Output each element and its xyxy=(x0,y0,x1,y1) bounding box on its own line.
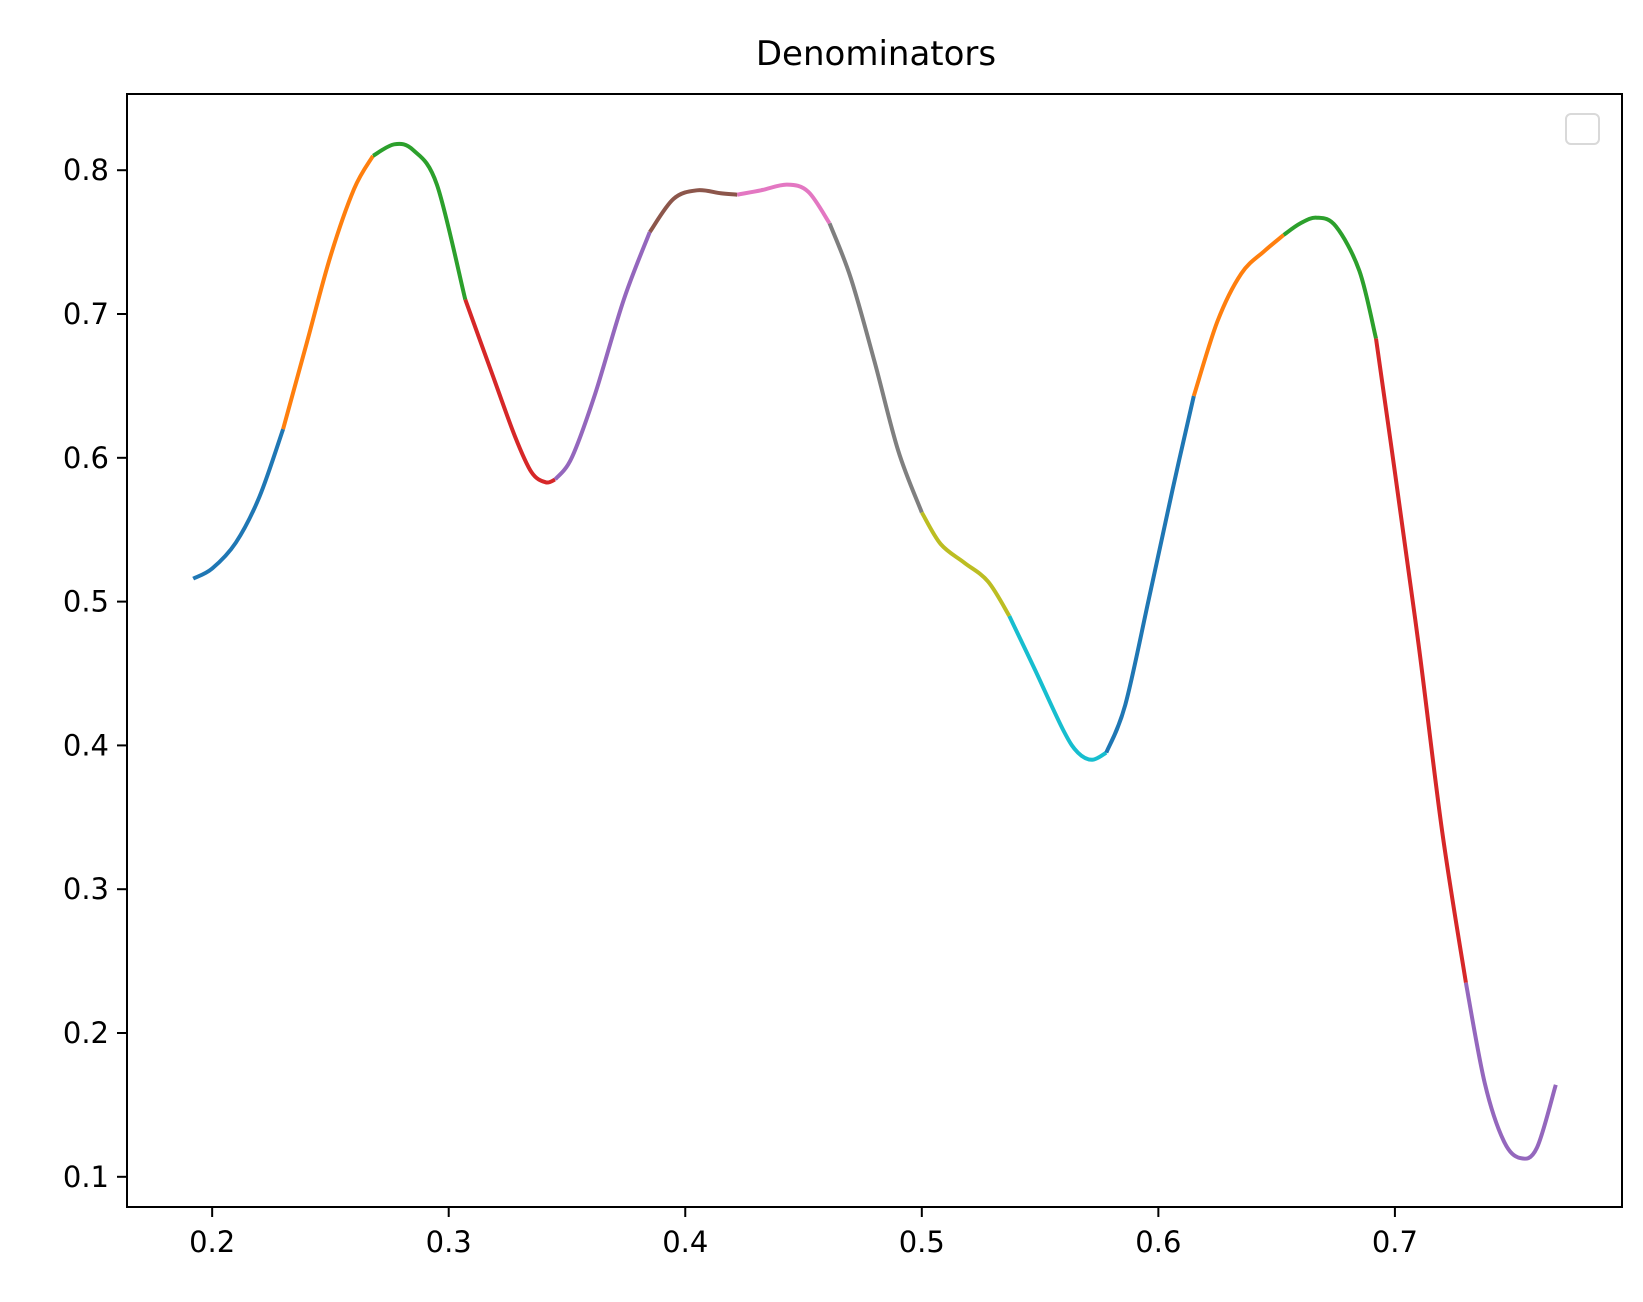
y-axis: 0.1 0.2 0.3 0.4 0.5 0.6 0.7 0.8 xyxy=(63,153,127,1194)
series-line-1 xyxy=(192,428,285,581)
x-tick-label: 0.6 xyxy=(1135,1225,1181,1259)
legend-box xyxy=(1565,113,1600,145)
series-line-14 xyxy=(1374,338,1468,984)
y-tick-label: 0.6 xyxy=(63,441,109,475)
x-tick-label: 0.7 xyxy=(1372,1225,1418,1259)
y-tick-label: 0.1 xyxy=(63,1160,109,1194)
series-line-5 xyxy=(553,231,652,481)
series-line-10 xyxy=(1007,615,1108,762)
y-tick-label: 0.2 xyxy=(63,1016,109,1050)
series-line-8 xyxy=(827,222,924,514)
x-tick-label: 0.4 xyxy=(662,1225,708,1259)
legend xyxy=(1565,113,1600,145)
series-line-3 xyxy=(371,141,468,301)
x-tick-label: 0.3 xyxy=(426,1225,472,1259)
series-line-6 xyxy=(648,188,738,234)
plot-frame xyxy=(126,93,1623,1208)
y-tick-label: 0.5 xyxy=(63,585,109,619)
series-line-11 xyxy=(1104,395,1196,754)
chart-title: Denominators xyxy=(756,34,996,74)
series-line-2 xyxy=(281,154,375,430)
series-group xyxy=(192,141,1558,1161)
series-line-9 xyxy=(920,511,1012,618)
y-tick-label: 0.7 xyxy=(63,297,109,331)
x-tick-label: 0.5 xyxy=(899,1225,945,1259)
y-tick-label: 0.4 xyxy=(63,728,109,762)
x-tick-label: 0.2 xyxy=(189,1225,235,1259)
y-tick-label: 0.8 xyxy=(63,153,109,187)
series-line-13 xyxy=(1282,215,1378,339)
series-line-15 xyxy=(1463,982,1558,1161)
y-tick-label: 0.3 xyxy=(63,872,109,906)
series-line-7 xyxy=(736,182,832,225)
series-line-4 xyxy=(463,298,557,485)
series-line-12 xyxy=(1191,233,1286,397)
x-axis: 0.2 0.3 0.4 0.5 0.6 0.7 xyxy=(189,1207,1418,1259)
